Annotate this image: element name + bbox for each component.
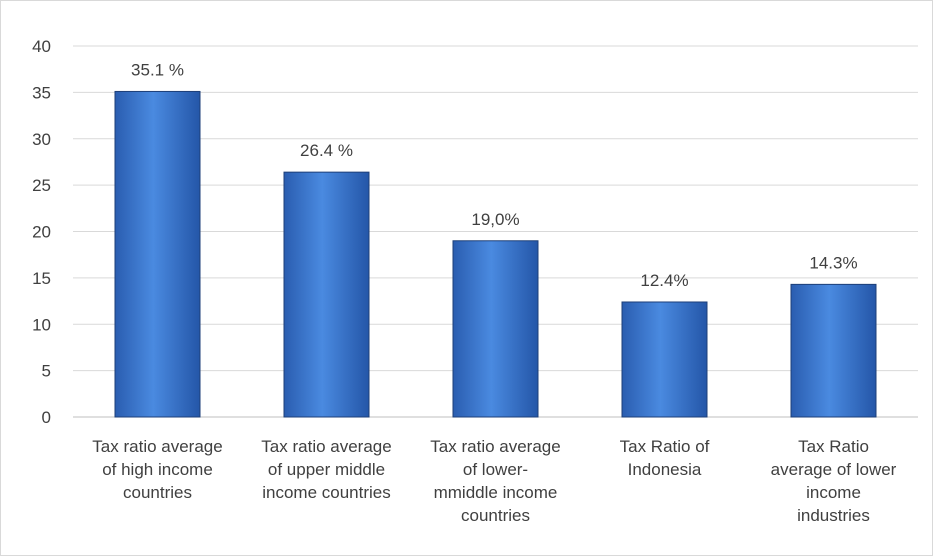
x-tick-label: Tax ratio average of upper middle income c…: [261, 437, 391, 502]
x-tick-label: Tax Ratio average of lower income industrie…: [771, 437, 897, 525]
data-label: 14.3%: [809, 253, 857, 272]
y-axis-ticks: 0 5 10 15 20 25 30 35 40: [32, 37, 51, 427]
data-label: 26.4 %: [300, 141, 353, 160]
data-labels: 35.1 % 26.4 % 19,0% 12.4% 14.3%: [131, 60, 858, 290]
y-tick-label: 40: [32, 37, 51, 56]
bar: [452, 240, 539, 418]
bar: [114, 90, 201, 418]
data-label: 12.4%: [640, 271, 688, 290]
bar: [790, 283, 877, 418]
x-tick-label: Tax ratio average of lower-mmiddle income…: [430, 437, 560, 525]
y-tick-label: 30: [32, 130, 51, 149]
y-tick-label: 15: [32, 269, 51, 288]
data-label: 19,0%: [471, 210, 519, 229]
y-tick-label: 10: [32, 315, 51, 334]
y-tick-label: 0: [42, 408, 51, 427]
bars: [114, 90, 877, 418]
x-tick-label: Tax ratio average of high income countries: [92, 437, 222, 502]
bar: [621, 301, 708, 418]
y-tick-label: 35: [32, 83, 51, 102]
y-tick-label: 25: [32, 176, 51, 195]
x-tick-label: Tax Ratio of Indonesia: [620, 437, 710, 479]
category-labels: Tax ratio average of high income countries…: [92, 437, 896, 525]
gridlines: [73, 45, 918, 418]
bar: [283, 171, 370, 418]
y-tick-label: 5: [42, 362, 51, 381]
y-tick-label: 20: [32, 223, 51, 242]
data-label: 35.1 %: [131, 60, 184, 79]
